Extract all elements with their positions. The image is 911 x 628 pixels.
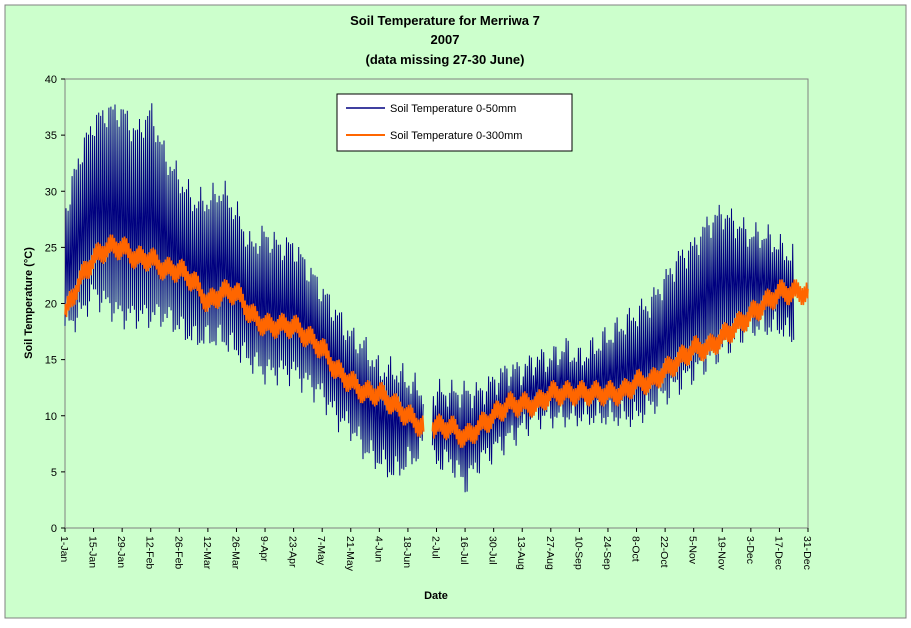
y-axis-title: Soil Temperature (°C) — [23, 247, 35, 359]
series-line-0-300mm — [431, 279, 809, 448]
series-soil-temp-0-300mm — [64, 234, 809, 448]
legend-label-0-50mm: Soil Temperature 0-50mm — [390, 103, 516, 115]
x-tick-label: 3-Dec — [744, 536, 756, 564]
x-tick-label: 5-Nov — [687, 536, 699, 565]
y-tick-label: 10 — [45, 411, 57, 423]
x-tick-label: 30-Jul — [487, 536, 499, 565]
x-tick-label: 23-Apr — [287, 536, 299, 568]
x-tick-label: 7-May — [315, 536, 327, 566]
chart-title-line-3: (data missing 27-30 June) — [366, 52, 525, 67]
y-tick-label: 5 — [51, 467, 57, 479]
y-tick-label: 0 — [51, 523, 57, 535]
series-soil-temp-0-50mm — [64, 103, 795, 493]
x-tick-label: 21-May — [344, 536, 356, 572]
x-tick-label: 9-Apr — [258, 536, 270, 562]
series-line-0-50mm — [64, 103, 424, 478]
chart-title-line-1: Soil Temperature for Merriwa 7 — [350, 13, 540, 28]
x-tick-label: 17-Dec — [772, 536, 784, 570]
x-tick-label: 13-Aug — [515, 536, 527, 570]
legend: Soil Temperature 0-50mm Soil Temperature… — [336, 93, 573, 152]
x-tick-label: 31-Dec — [801, 536, 813, 570]
x-tick-label: 2-Jul — [430, 536, 442, 559]
x-tick-label: 24-Sep — [601, 536, 613, 570]
y-tick-label: 35 — [45, 130, 57, 142]
x-tick-label: 22-Oct — [658, 536, 670, 568]
legend-box — [336, 93, 573, 152]
legend-label-0-300mm: Soil Temperature 0-300mm — [390, 130, 522, 142]
series-line-0-300mm — [64, 234, 425, 437]
x-tick-label: 16-Jul — [458, 536, 470, 565]
y-tick-label: 25 — [45, 242, 57, 254]
x-tick-label: 26-Mar — [229, 536, 241, 570]
x-tick-label: 12-Mar — [201, 536, 213, 570]
y-tick-label: 40 — [45, 74, 57, 86]
x-tick-label: 27-Aug — [544, 536, 556, 570]
x-tick-label: 19-Nov — [715, 536, 727, 571]
y-axis: 0 5 10 15 20 25 30 35 40 — [45, 74, 65, 535]
x-tick-label: 1-Jan — [58, 536, 70, 562]
x-tick-label: 15-Jan — [87, 536, 99, 568]
x-tick-label: 8-Oct — [630, 536, 642, 562]
x-tick-label: 26-Feb — [172, 536, 184, 569]
x-tick-label: 18-Jun — [401, 536, 413, 568]
y-tick-label: 15 — [45, 355, 57, 367]
y-tick-label: 20 — [45, 299, 57, 311]
x-axis-title: Date — [424, 590, 448, 602]
x-axis: 1-Jan 15-Jan 29-Jan 12-Feb 26-Feb 12-Mar 26-Ma… — [58, 528, 813, 572]
x-tick-label: 29-Jan — [115, 536, 127, 568]
x-tick-label: 12-Feb — [144, 536, 156, 569]
x-tick-label: 4-Jun — [372, 536, 384, 562]
y-tick-label: 30 — [45, 186, 57, 198]
x-tick-label: 10-Sep — [572, 536, 584, 570]
chart-title-line-2: 2007 — [431, 32, 460, 47]
series-line-0-50mm — [431, 204, 795, 493]
